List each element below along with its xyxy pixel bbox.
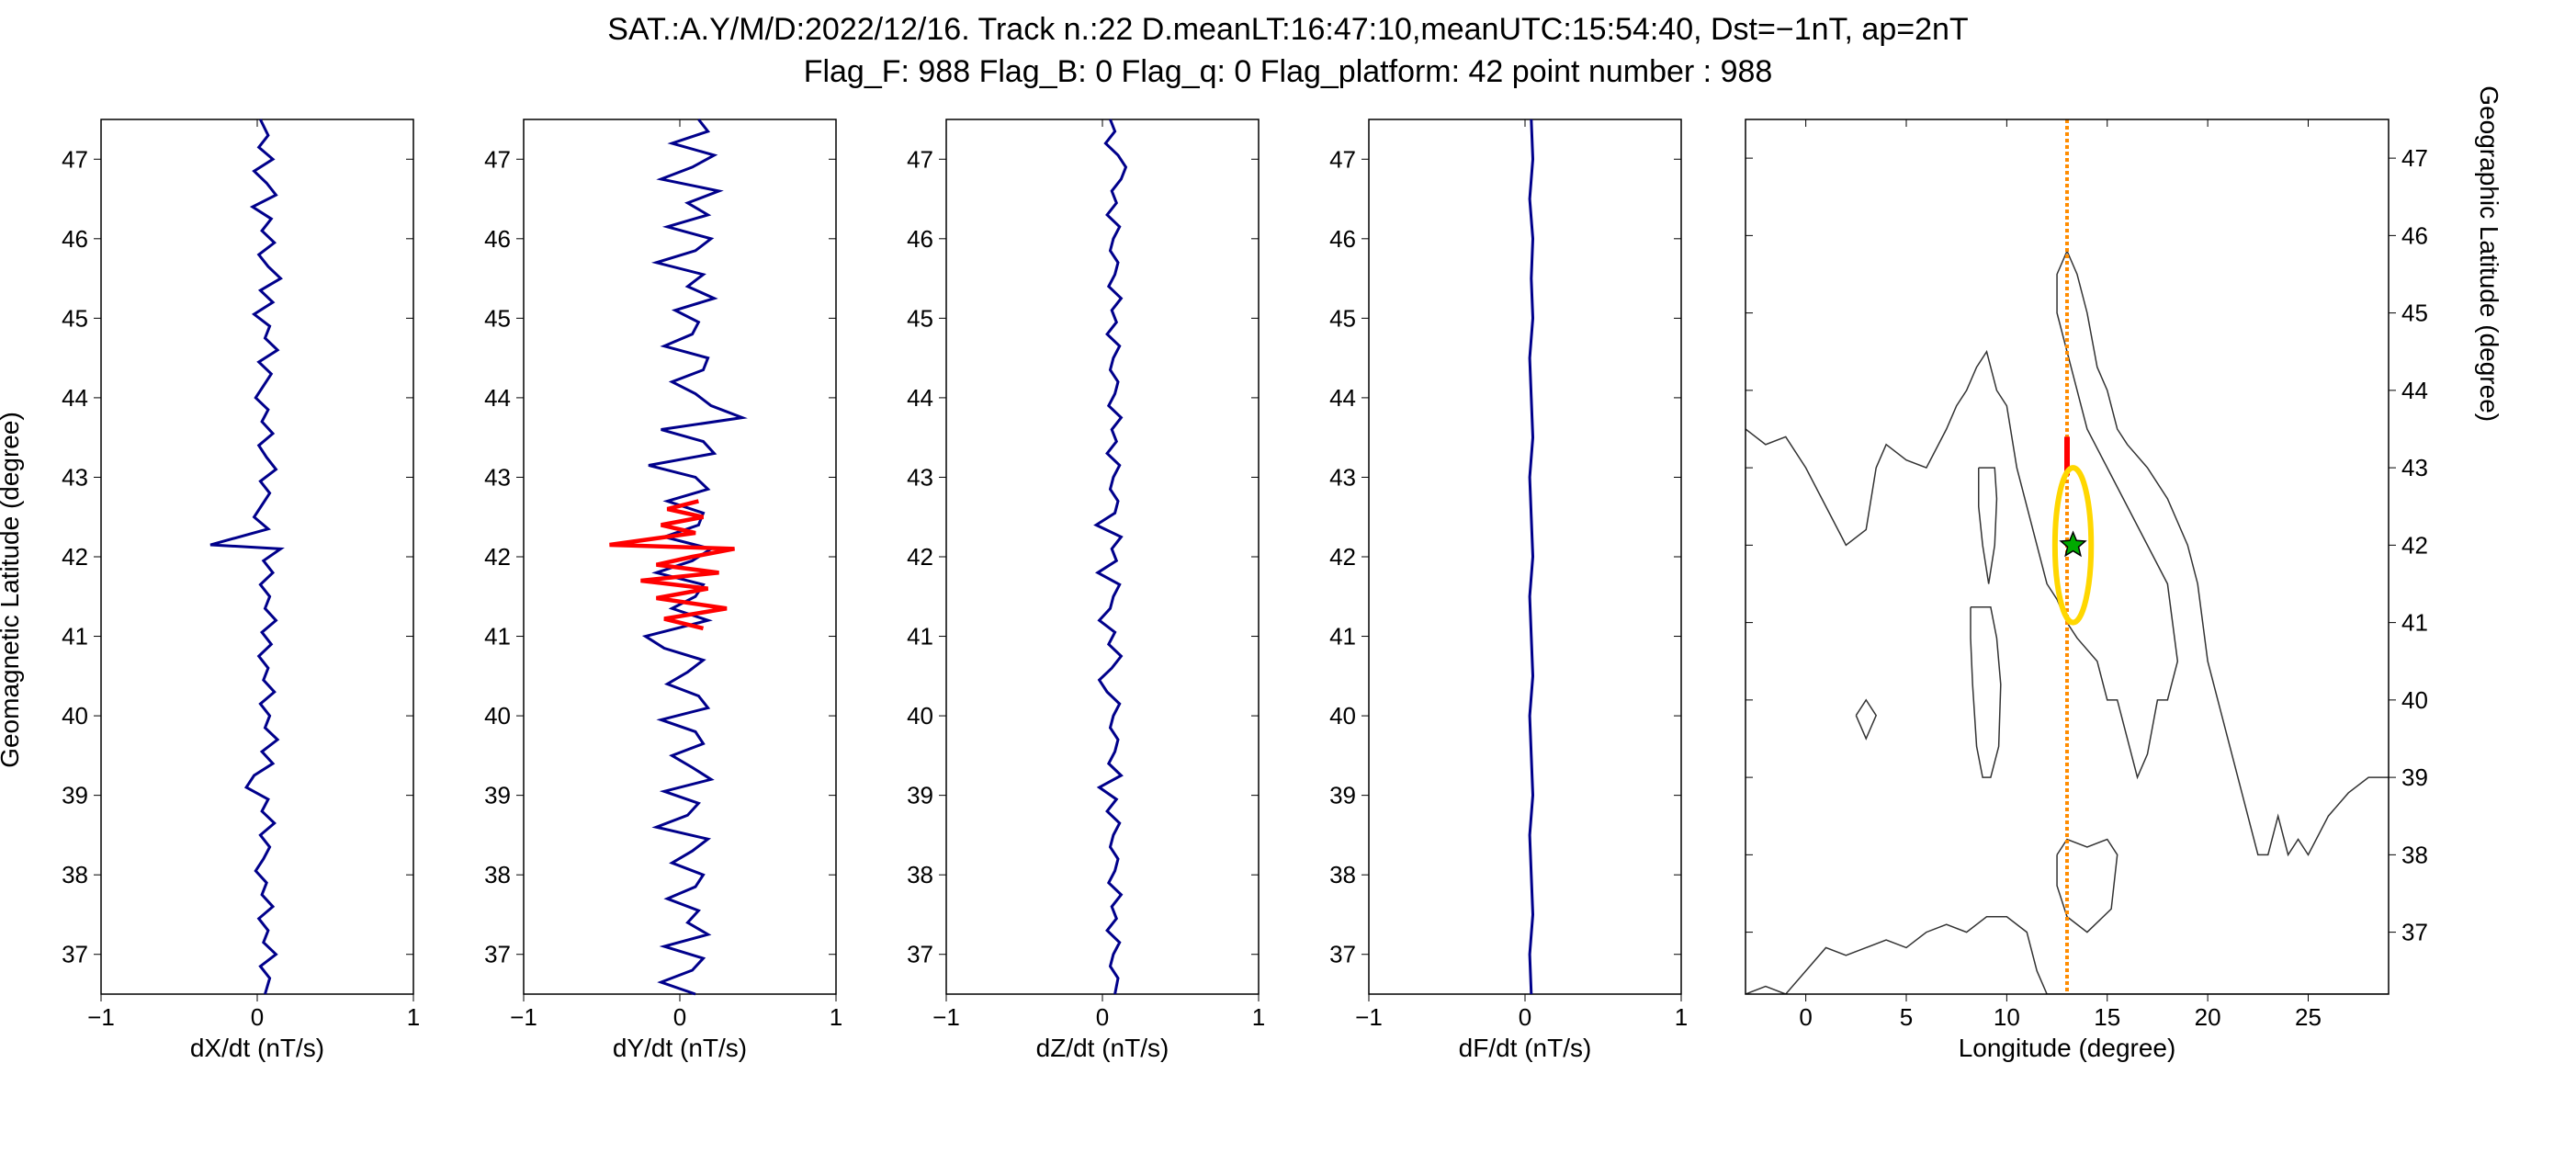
svg-text:39: 39: [2401, 763, 2428, 791]
svg-text:1: 1: [1675, 1003, 1688, 1031]
svg-text:40: 40: [484, 702, 511, 730]
timeseries-panel-2: −1 0 1 37 38 39 40 41 42 43 44 45 46 47 dZ/dt (nT/s): [873, 103, 1277, 1077]
svg-text:45: 45: [1329, 304, 1356, 332]
svg-text:37: 37: [62, 941, 88, 968]
svg-text:42: 42: [2401, 531, 2428, 559]
timeseries-panel-3: −1 0 1 37 38 39 40 41 42 43 44 45 46 47 dF/dt (nT/s): [1295, 103, 1700, 1077]
svg-text:37: 37: [484, 941, 511, 968]
svg-text:42: 42: [484, 543, 511, 571]
svg-text:45: 45: [484, 304, 511, 332]
svg-text:10: 10: [1994, 1003, 2020, 1031]
svg-text:0: 0: [673, 1003, 686, 1031]
svg-text:0: 0: [1519, 1003, 1531, 1031]
svg-text:Longitude (degree): Longitude (degree): [1959, 1034, 2176, 1062]
svg-text:42: 42: [62, 543, 88, 571]
svg-text:41: 41: [62, 622, 88, 650]
svg-text:−1: −1: [932, 1003, 960, 1031]
svg-text:43: 43: [2401, 454, 2428, 481]
svg-text:47: 47: [1329, 145, 1356, 173]
svg-text:41: 41: [907, 622, 933, 650]
y-axis-label-right: Geographic Latitude (degree): [2474, 85, 2503, 422]
svg-text:43: 43: [62, 463, 88, 491]
svg-text:0: 0: [251, 1003, 264, 1031]
svg-text:46: 46: [1329, 225, 1356, 253]
svg-text:44: 44: [484, 384, 511, 412]
svg-text:45: 45: [907, 304, 933, 332]
svg-text:39: 39: [1329, 781, 1356, 809]
svg-text:37: 37: [2401, 918, 2428, 945]
svg-text:25: 25: [2295, 1003, 2322, 1031]
svg-text:46: 46: [484, 225, 511, 253]
svg-text:39: 39: [62, 781, 88, 809]
svg-text:20: 20: [2195, 1003, 2221, 1031]
svg-text:1: 1: [830, 1003, 842, 1031]
svg-text:38: 38: [907, 861, 933, 888]
svg-text:−1: −1: [510, 1003, 537, 1031]
svg-text:47: 47: [62, 145, 88, 173]
y-axis-label-left: Geomagnetic Latitude (degree): [0, 412, 25, 768]
svg-text:42: 42: [1329, 543, 1356, 571]
svg-text:44: 44: [907, 384, 933, 412]
svg-text:46: 46: [907, 225, 933, 253]
svg-text:dZ/dt (nT/s): dZ/dt (nT/s): [1036, 1034, 1169, 1062]
svg-text:dY/dt (nT/s): dY/dt (nT/s): [613, 1034, 747, 1062]
svg-text:1: 1: [1252, 1003, 1265, 1031]
svg-text:37: 37: [1329, 941, 1356, 968]
svg-text:44: 44: [1329, 384, 1356, 412]
svg-text:39: 39: [907, 781, 933, 809]
svg-text:45: 45: [62, 304, 88, 332]
svg-text:42: 42: [907, 543, 933, 571]
svg-text:1: 1: [407, 1003, 420, 1031]
svg-text:47: 47: [484, 145, 511, 173]
title-line-2: Flag_F: 988 Flag_B: 0 Flag_q: 0 Flag_pla…: [9, 51, 2567, 94]
panels-container: Geomagnetic Latitude (degree)−1013738394…: [9, 103, 2567, 1077]
svg-text:46: 46: [62, 225, 88, 253]
svg-text:41: 41: [2401, 608, 2428, 636]
svg-text:43: 43: [1329, 463, 1356, 491]
title-line-1: SAT.:A.Y/M/D:2022/12/16. Track n.:22 D.m…: [9, 9, 2567, 51]
svg-text:45: 45: [2401, 299, 2428, 326]
svg-text:40: 40: [907, 702, 933, 730]
svg-text:41: 41: [484, 622, 511, 650]
svg-text:40: 40: [62, 702, 88, 730]
svg-text:41: 41: [1329, 622, 1356, 650]
svg-text:−1: −1: [1355, 1003, 1383, 1031]
svg-text:0: 0: [1096, 1003, 1109, 1031]
svg-text:43: 43: [907, 463, 933, 491]
map-panel: Geographic Latitude (degree)051015202537…: [1718, 103, 2471, 1077]
svg-text:44: 44: [62, 384, 88, 412]
svg-text:44: 44: [2401, 377, 2428, 404]
svg-text:5: 5: [1900, 1003, 1913, 1031]
svg-text:38: 38: [1329, 861, 1356, 888]
svg-text:46: 46: [2401, 221, 2428, 249]
svg-text:38: 38: [62, 861, 88, 888]
svg-text:47: 47: [907, 145, 933, 173]
svg-text:40: 40: [2401, 686, 2428, 714]
svg-text:−1: −1: [87, 1003, 115, 1031]
svg-text:40: 40: [1329, 702, 1356, 730]
svg-text:38: 38: [2401, 841, 2428, 868]
svg-text:39: 39: [484, 781, 511, 809]
timeseries-panel-0: Geomagnetic Latitude (degree)−1013738394…: [28, 103, 432, 1077]
svg-text:0: 0: [1799, 1003, 1812, 1031]
svg-text:15: 15: [2094, 1003, 2120, 1031]
timeseries-panel-1: −1 0 1 37 38 39 40 41 42 43 44 45 46 47 dY/dt (nT/s): [450, 103, 854, 1077]
svg-text:37: 37: [907, 941, 933, 968]
svg-text:38: 38: [484, 861, 511, 888]
svg-text:47: 47: [2401, 144, 2428, 172]
svg-text:43: 43: [484, 463, 511, 491]
svg-text:dX/dt (nT/s): dX/dt (nT/s): [190, 1034, 324, 1062]
svg-text:dF/dt (nT/s): dF/dt (nT/s): [1459, 1034, 1592, 1062]
